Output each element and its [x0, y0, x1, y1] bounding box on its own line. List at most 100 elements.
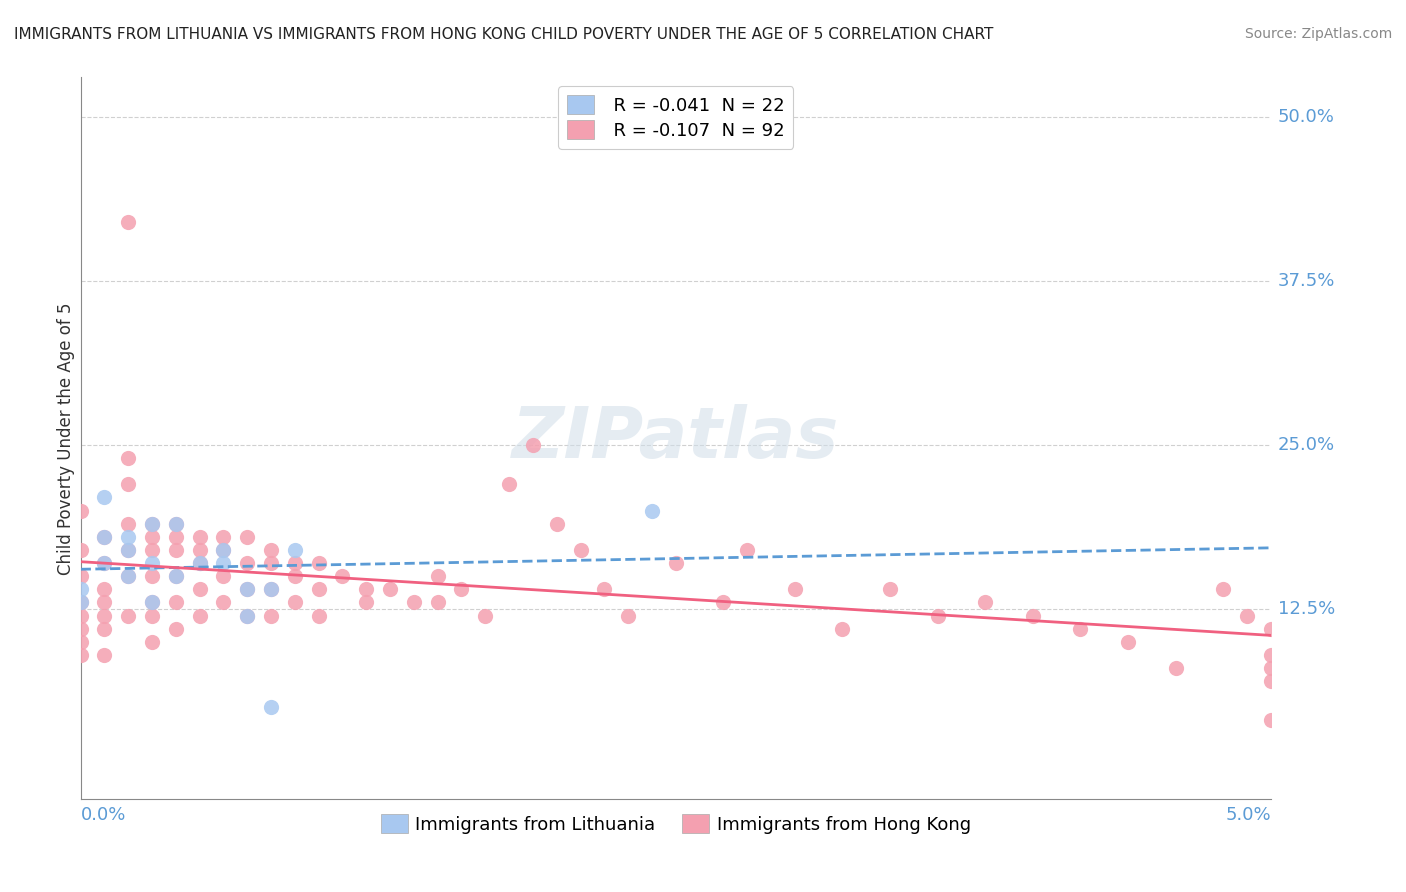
- Point: [212, 542, 235, 557]
- Point: [260, 582, 283, 597]
- Point: [93, 622, 115, 636]
- Point: [1236, 608, 1258, 623]
- Point: [165, 595, 187, 609]
- Point: [569, 542, 592, 557]
- Point: [546, 516, 568, 531]
- Point: [141, 595, 163, 609]
- Point: [450, 582, 472, 597]
- Point: [735, 542, 758, 557]
- Point: [117, 608, 139, 623]
- Point: [117, 477, 139, 491]
- Point: [665, 556, 688, 570]
- Point: [117, 450, 139, 465]
- Point: [188, 530, 211, 544]
- Point: [356, 595, 378, 609]
- Point: [117, 542, 139, 557]
- Point: [1164, 661, 1187, 675]
- Point: [141, 542, 163, 557]
- Point: [260, 582, 283, 597]
- Text: 37.5%: 37.5%: [1278, 272, 1336, 290]
- Point: [117, 542, 139, 557]
- Point: [236, 556, 259, 570]
- Point: [141, 556, 163, 570]
- Point: [831, 622, 853, 636]
- Point: [93, 530, 115, 544]
- Point: [93, 491, 115, 505]
- Point: [260, 608, 283, 623]
- Legend:   R = -0.041  N = 22,   R = -0.107  N = 92: R = -0.041 N = 22, R = -0.107 N = 92: [558, 87, 793, 149]
- Point: [165, 530, 187, 544]
- Point: [236, 582, 259, 597]
- Text: 25.0%: 25.0%: [1278, 436, 1336, 454]
- Point: [498, 477, 520, 491]
- Point: [69, 542, 91, 557]
- Point: [308, 608, 330, 623]
- Text: 50.0%: 50.0%: [1278, 108, 1334, 126]
- Point: [93, 648, 115, 662]
- Point: [93, 595, 115, 609]
- Point: [188, 556, 211, 570]
- Point: [69, 648, 91, 662]
- Point: [236, 582, 259, 597]
- Point: [93, 530, 115, 544]
- Point: [188, 556, 211, 570]
- Point: [141, 516, 163, 531]
- Point: [284, 569, 307, 583]
- Point: [69, 622, 91, 636]
- Point: [260, 542, 283, 557]
- Point: [141, 608, 163, 623]
- Point: [165, 516, 187, 531]
- Point: [1116, 634, 1139, 648]
- Point: [165, 542, 187, 557]
- Point: [165, 569, 187, 583]
- Point: [69, 582, 91, 597]
- Point: [117, 569, 139, 583]
- Point: [212, 556, 235, 570]
- Text: Child Poverty Under the Age of 5: Child Poverty Under the Age of 5: [56, 302, 75, 574]
- Point: [426, 569, 449, 583]
- Point: [356, 582, 378, 597]
- Point: [117, 215, 139, 229]
- Point: [141, 595, 163, 609]
- Point: [188, 608, 211, 623]
- Point: [402, 595, 425, 609]
- Point: [188, 542, 211, 557]
- Point: [93, 582, 115, 597]
- Point: [617, 608, 640, 623]
- Point: [1260, 714, 1282, 728]
- Point: [236, 608, 259, 623]
- Point: [117, 569, 139, 583]
- Point: [426, 595, 449, 609]
- Point: [927, 608, 949, 623]
- Point: [69, 569, 91, 583]
- Point: [188, 582, 211, 597]
- Point: [93, 556, 115, 570]
- Point: [522, 438, 544, 452]
- Point: [165, 622, 187, 636]
- Point: [1212, 582, 1234, 597]
- Point: [260, 556, 283, 570]
- Point: [212, 595, 235, 609]
- Point: [141, 530, 163, 544]
- Point: [1260, 648, 1282, 662]
- Point: [879, 582, 901, 597]
- Text: 5.0%: 5.0%: [1225, 805, 1271, 824]
- Point: [117, 530, 139, 544]
- Point: [69, 595, 91, 609]
- Text: IMMIGRANTS FROM LITHUANIA VS IMMIGRANTS FROM HONG KONG CHILD POVERTY UNDER THE A: IMMIGRANTS FROM LITHUANIA VS IMMIGRANTS …: [14, 27, 994, 42]
- Point: [165, 569, 187, 583]
- Point: [1260, 661, 1282, 675]
- Point: [332, 569, 354, 583]
- Point: [1022, 608, 1045, 623]
- Point: [1069, 622, 1091, 636]
- Point: [69, 608, 91, 623]
- Point: [69, 503, 91, 517]
- Point: [284, 542, 307, 557]
- Point: [593, 582, 616, 597]
- Point: [212, 542, 235, 557]
- Point: [141, 634, 163, 648]
- Point: [236, 530, 259, 544]
- Point: [474, 608, 496, 623]
- Text: ZIPatlas: ZIPatlas: [512, 404, 839, 473]
- Point: [141, 569, 163, 583]
